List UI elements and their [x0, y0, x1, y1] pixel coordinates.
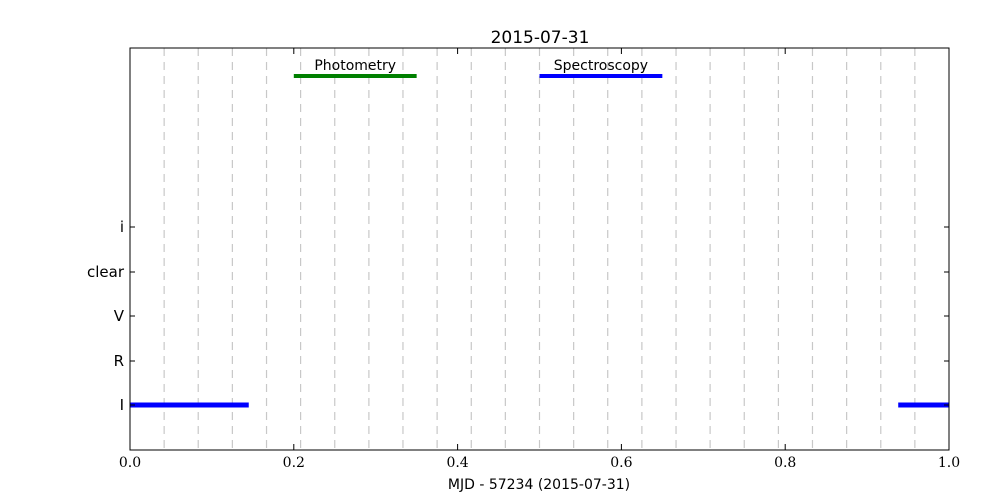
annotation-label: Photometry [314, 58, 396, 74]
x-tick-label: 1.0 [938, 455, 960, 471]
x-axis-label: MJD - 57234 (2015-07-31) [448, 477, 630, 493]
x-tick-label: 0.6 [610, 455, 632, 471]
chart-title: 2015-07-31 [491, 28, 590, 48]
y-tick-label: i [120, 218, 124, 236]
grid-lines [163, 48, 916, 450]
y-tick-label: I [120, 396, 124, 414]
annotation-label: Spectroscopy [554, 58, 648, 74]
annotation-layer: Photometry Spectroscopy [293, 58, 663, 78]
x-tick-label: 0.2 [283, 455, 305, 471]
x-tick-label: 0.4 [446, 455, 468, 471]
y-tick-label: V [114, 307, 125, 325]
x-tick-label: 0.8 [774, 455, 796, 471]
y-tick-label: clear [87, 263, 125, 281]
y-tick-label: R [114, 352, 124, 370]
plot-frame [129, 47, 950, 451]
x-tick-label: 0.0 [119, 455, 141, 471]
